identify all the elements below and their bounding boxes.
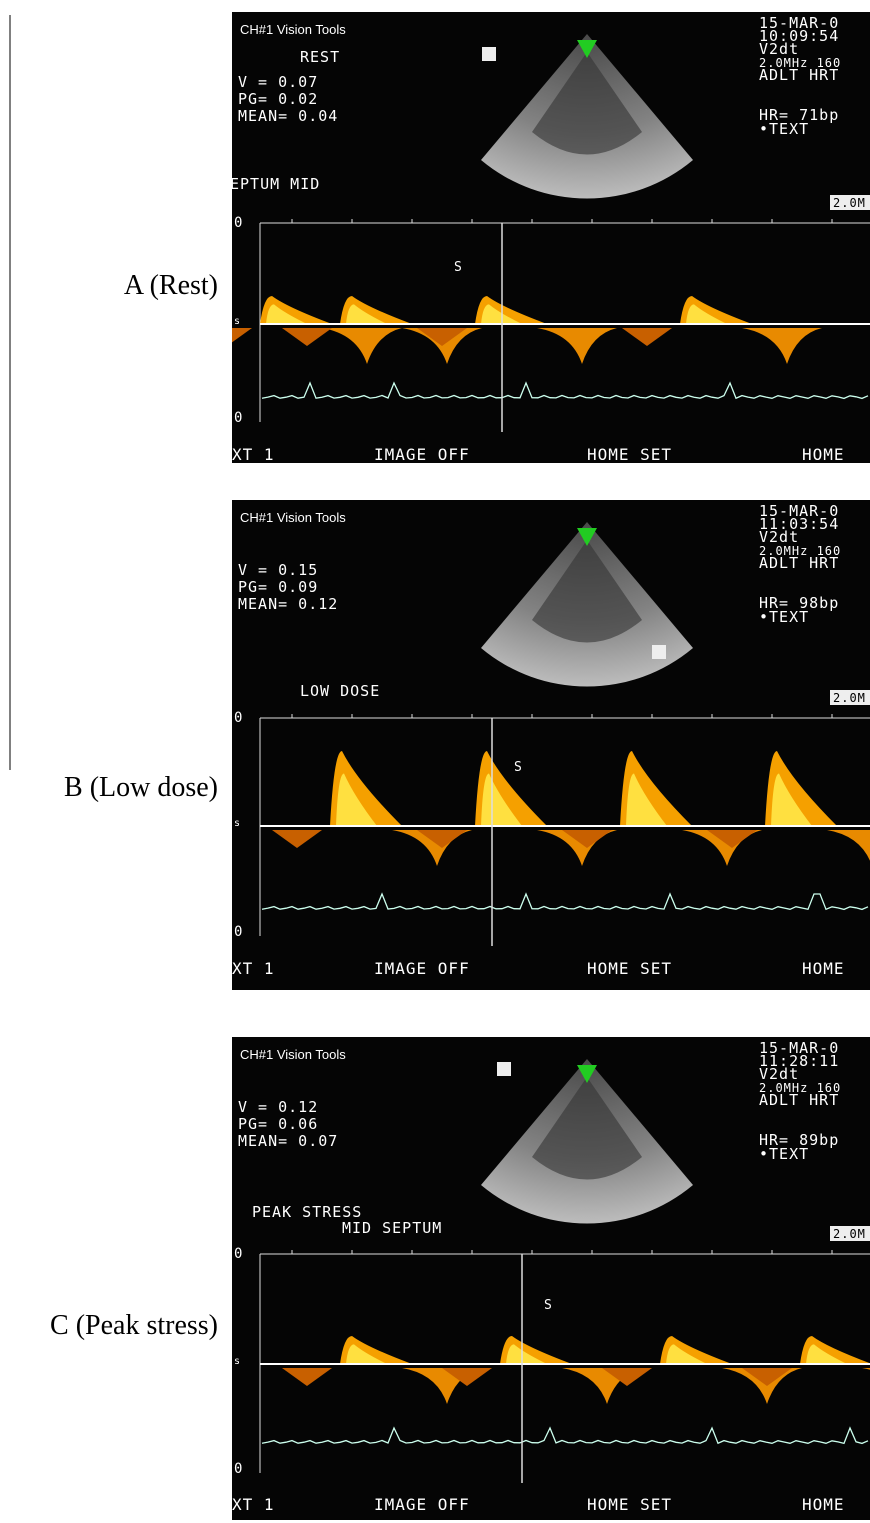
white-square <box>482 47 496 61</box>
site-label: MID SEPTUM <box>342 1219 442 1237</box>
site-label: EPTUM MID <box>230 175 320 193</box>
measurement: PG= 0.06 <box>238 1115 318 1133</box>
measurement: V = 0.12 <box>238 1098 318 1116</box>
menu-item: XT 1 <box>232 1495 275 1514</box>
measurement: V = 0.15 <box>238 561 318 579</box>
menu-item: IMAGE OFF <box>374 1495 470 1514</box>
panel-label: A (Rest) <box>124 270 218 301</box>
axis-label: s <box>234 1356 241 1367</box>
menu-item: HOME <box>802 959 845 978</box>
text-marker: •TEXT <box>759 608 809 626</box>
measurement: MEAN= 0.04 <box>238 107 338 125</box>
scale-box: 2.0M <box>833 1227 866 1241</box>
info-line: ADLT HRT <box>759 1091 839 1109</box>
axis-label: 0 <box>234 1246 243 1262</box>
measurement: MEAN= 0.12 <box>238 595 338 613</box>
site-label: LOW DOSE <box>300 682 380 700</box>
menu-item: HOME SET <box>587 959 672 978</box>
mode: REST <box>300 48 340 66</box>
scale-box: 2.0M <box>833 691 866 705</box>
text-marker: •TEXT <box>759 120 809 138</box>
text-marker: •TEXT <box>759 1145 809 1163</box>
menu-item: HOME SET <box>587 1495 672 1514</box>
menu-item: HOME <box>802 1495 845 1514</box>
menu-item: XT 1 <box>232 445 275 464</box>
axis-label: 0 <box>234 1461 243 1477</box>
panel-label: C (Peak stress) <box>50 1310 218 1341</box>
scale-box: 2.0M <box>833 196 866 210</box>
measurement: MEAN= 0.07 <box>238 1132 338 1150</box>
figure: A (Rest)CH#1 Vision ToolsRESTV = 0.07PG=… <box>0 0 870 1523</box>
measurement: PG= 0.02 <box>238 90 318 108</box>
info-line: ADLT HRT <box>759 554 839 572</box>
white-square <box>652 645 666 659</box>
measurement: PG= 0.09 <box>238 578 318 596</box>
menu-item: IMAGE OFF <box>374 959 470 978</box>
info-line: ADLT HRT <box>759 66 839 84</box>
header: CH#1 Vision Tools <box>240 510 346 525</box>
menu-item: XT 1 <box>232 959 275 978</box>
header: CH#1 Vision Tools <box>240 22 346 37</box>
marker: S <box>454 260 463 275</box>
axis-label: 0 <box>234 410 243 426</box>
axis-label: 0 <box>234 710 243 726</box>
axis-label: s <box>234 818 241 829</box>
menu-item: HOME <box>802 445 845 464</box>
measurement: V = 0.07 <box>238 73 318 91</box>
panel-label: B (Low dose) <box>64 772 218 803</box>
menu-item: IMAGE OFF <box>374 445 470 464</box>
white-square <box>497 1062 511 1076</box>
menu-item: HOME SET <box>587 445 672 464</box>
axis-label: 0 <box>234 215 243 231</box>
marker: S <box>514 760 523 775</box>
axis-label: s <box>234 316 241 327</box>
header: CH#1 Vision Tools <box>240 1047 346 1062</box>
axis-label: 0 <box>234 924 243 940</box>
marker: S <box>544 1298 553 1313</box>
